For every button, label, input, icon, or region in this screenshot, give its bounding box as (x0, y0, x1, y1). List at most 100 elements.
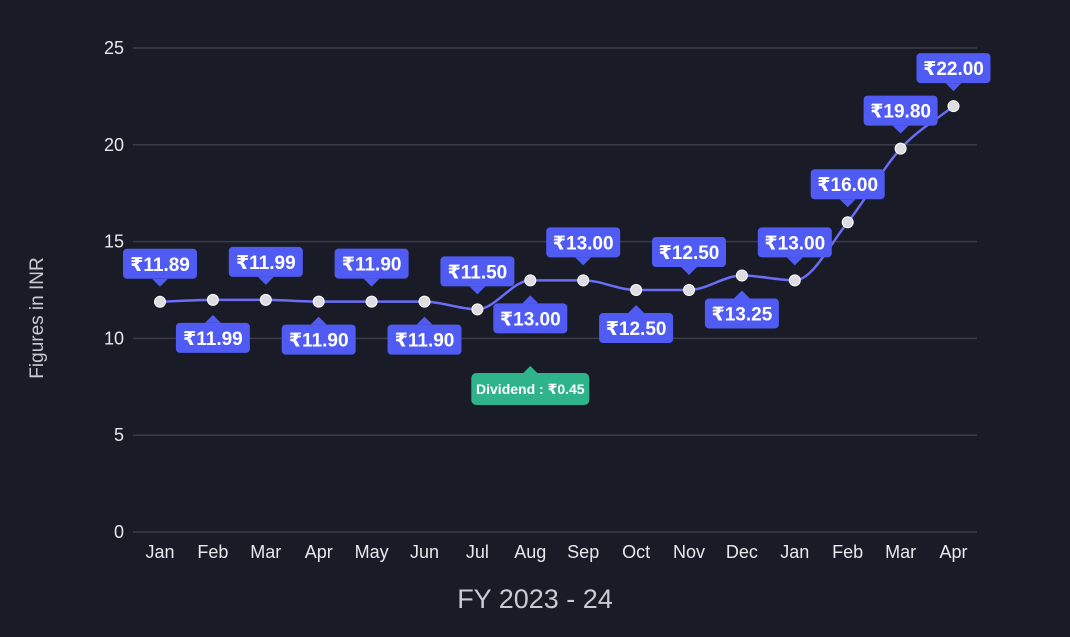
data-label-box (916, 53, 991, 84)
data-label: ₹12.50 (599, 305, 674, 343)
data-label-box (175, 322, 250, 353)
data-label-pointer (363, 278, 380, 287)
x-tick-label: Sep (567, 542, 599, 562)
data-point[interactable] (471, 303, 484, 316)
data-label-box (440, 256, 515, 287)
x-tick-label: Feb (832, 542, 863, 562)
data-label: ₹16.00 (810, 169, 885, 208)
data-label-text: ₹16.00 (817, 175, 878, 196)
data-label-text: ₹12.50 (659, 243, 720, 264)
data-label-pointer (257, 276, 274, 285)
data-point[interactable] (577, 274, 590, 287)
data-label-pointer (522, 295, 539, 304)
data-label-text: ₹11.90 (342, 255, 402, 276)
x-axis-ticks: Jan Feb Mar Apr May Jun Jul Aug Sep Oct Nov Dec Jan F… (145, 542, 967, 562)
dividend-box (471, 373, 590, 405)
data-label: ₹22.00 (916, 53, 991, 92)
data-label-pointer (469, 286, 486, 295)
data-point[interactable] (312, 295, 325, 308)
data-label-text: ₹11.90 (289, 331, 349, 352)
data-point[interactable] (365, 295, 378, 308)
data-point[interactable] (524, 274, 537, 287)
data-label: ₹19.80 (863, 95, 938, 134)
x-tick-label: Dec (726, 542, 758, 562)
data-point[interactable] (154, 295, 166, 308)
data-label-text: ₹13.00 (553, 233, 614, 254)
data-label-pointer (733, 290, 750, 299)
data-label-text: ₹11.89 (130, 255, 190, 276)
y-tick-label: 25 (104, 38, 124, 58)
data-label-text: ₹11.99 (183, 329, 243, 350)
data-point[interactable] (947, 100, 960, 113)
data-label-pointer (152, 278, 168, 287)
data-label-pointer (681, 267, 697, 275)
data-label: ₹13.00 (493, 295, 568, 334)
data-label-text: ₹11.90 (395, 331, 455, 352)
y-axis-ticks: 0 5 10 15 20 25 (104, 38, 124, 542)
data-label-box (863, 95, 938, 126)
data-label-text: ₹13.25 (712, 304, 773, 325)
x-tick-label: Mar (250, 542, 281, 562)
data-point[interactable] (206, 293, 219, 306)
data-label-box (493, 303, 568, 334)
data-label: ₹13.00 (546, 227, 621, 266)
data-label-pointer (204, 314, 221, 323)
y-tick-label: 0 (114, 522, 124, 542)
data-label-box (810, 169, 885, 200)
y-tick-label: 20 (104, 135, 124, 155)
data-label: ₹13.25 (704, 290, 779, 329)
x-tick-label: Oct (622, 542, 650, 562)
data-label: ₹11.50 (440, 256, 515, 295)
x-tick-label: Jul (466, 542, 489, 562)
data-label-box (546, 227, 621, 258)
data-label-pointer (945, 83, 962, 92)
dividend-text: Dividend : ₹0.45 (476, 381, 585, 397)
y-tick-label: 10 (104, 328, 124, 348)
data-label: ₹11.89 (123, 248, 197, 287)
data-point[interactable] (418, 295, 431, 308)
data-label: ₹11.99 (228, 246, 303, 285)
data-label-box (334, 248, 409, 279)
data-label-pointer (575, 257, 592, 266)
data-point[interactable] (894, 142, 907, 155)
data-label-pointer (786, 257, 803, 266)
data-label-box (704, 298, 779, 329)
series-line (159, 105, 955, 311)
data-labels: ₹11.89 ₹11.99 ₹11.99 ₹11.90 ₹11.90 ₹11.90 ₹11.… (123, 53, 991, 355)
dividend-pointer (523, 366, 538, 373)
data-label-pointer (310, 316, 327, 325)
data-label-pointer (892, 125, 909, 134)
data-label-text: ₹13.00 (764, 233, 825, 254)
data-label-text: ₹11.99 (236, 253, 296, 274)
data-points (154, 100, 960, 316)
x-tick-label: Aug (514, 542, 546, 562)
x-tick-label: Nov (673, 542, 705, 562)
data-label-box (123, 248, 197, 279)
data-label: ₹11.90 (387, 316, 462, 355)
data-label-text: ₹22.00 (923, 59, 984, 80)
data-label-pointer (628, 305, 645, 313)
annotations: Dividend : ₹0.45 (471, 366, 590, 405)
x-tick-label: Jan (780, 542, 809, 562)
data-point[interactable] (735, 269, 748, 282)
data-label-text: ₹11.50 (448, 262, 508, 283)
x-tick-label: Apr (939, 542, 967, 562)
data-point[interactable] (259, 293, 272, 306)
data-label-text: ₹19.80 (870, 102, 931, 123)
data-point[interactable] (841, 216, 854, 229)
data-point[interactable] (788, 274, 801, 287)
data-label-box (228, 246, 303, 277)
data-label: ₹11.90 (281, 316, 356, 355)
x-axis-title: FY 2023 - 24 (457, 584, 613, 614)
x-tick-label: Feb (197, 542, 228, 562)
data-point[interactable] (630, 284, 643, 296)
x-tick-label: Jun (410, 542, 439, 562)
x-tick-label: Mar (885, 542, 916, 562)
data-label-pointer (839, 199, 856, 208)
data-label-box (652, 237, 726, 267)
y-axis-title: Figures in INR (27, 257, 48, 378)
data-point[interactable] (683, 284, 695, 296)
dividend-annotation: Dividend : ₹0.45 (471, 366, 590, 405)
